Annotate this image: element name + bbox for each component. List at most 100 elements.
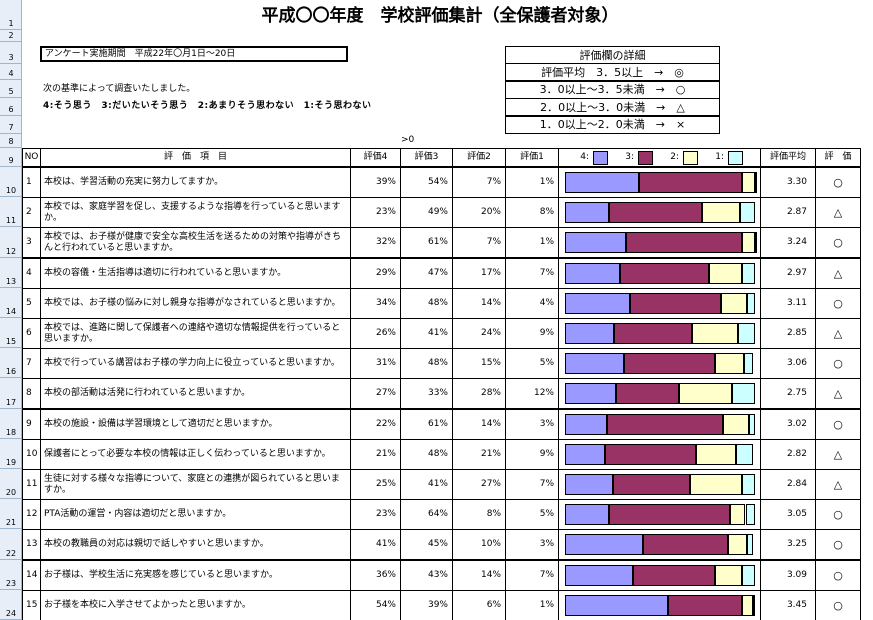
percent-cell: 41%: [350, 529, 401, 561]
rating-cell: △: [815, 378, 861, 410]
row-number: 9: [0, 148, 22, 167]
percent-cell: 24%: [452, 318, 506, 349]
percent-cell: 64%: [400, 499, 453, 531]
row-number: 11: [0, 197, 22, 228]
row-number: 23: [0, 560, 22, 590]
percent-cell: 27%: [452, 469, 506, 500]
percent-cell: 1%: [505, 167, 559, 198]
bar-segment: [633, 564, 716, 586]
legend-swatch: [683, 151, 698, 165]
percent-cell: 15%: [452, 348, 506, 380]
row-number: 5: [0, 80, 22, 98]
percent-cell: 21%: [350, 438, 401, 470]
percent-cell: 7%: [452, 227, 506, 259]
bar-segment: [679, 383, 733, 405]
bar-segment: [747, 292, 755, 314]
criteria: 4:そう思う 3:だいたいそう思う 2:あまりそう思わない 1:そう思わない: [43, 100, 372, 111]
item-cell: 本校の教職員の対応は親切で話しやすいと思いますか。: [40, 529, 351, 561]
item-cell: 本校では、進路に関して保護者への連絡や適切な情報提供を行っていると思いますか。: [40, 318, 351, 349]
no-cell: 15: [22, 589, 41, 620]
percent-cell: 6%: [452, 589, 506, 620]
bar-segment: [565, 413, 607, 435]
no-cell: 3: [22, 227, 41, 259]
percent-cell: 25%: [350, 469, 401, 500]
percent-cell: 28%: [452, 378, 506, 410]
legend-label: 4:: [580, 152, 589, 162]
avg-cell: 3.06: [760, 348, 816, 380]
bar-segment: [565, 534, 643, 556]
bar-segment: [565, 232, 626, 254]
no-cell: 10: [22, 438, 41, 470]
percent-cell: 5%: [505, 348, 559, 380]
legend-swatch: [593, 151, 608, 165]
bar-segment: [730, 504, 746, 526]
percent-cell: 5%: [505, 499, 559, 531]
avg-cell: 3.25: [760, 529, 816, 561]
avg-cell: 3.11: [760, 287, 816, 319]
period: アンケート実施期間 平成22年〇月1日～20日: [40, 46, 348, 62]
percent-cell: 26%: [350, 318, 401, 349]
bar-segment: [709, 262, 742, 284]
rating-cell: △: [815, 257, 861, 289]
no-cell: 1: [22, 167, 41, 198]
bar-segment: [565, 504, 609, 526]
bar-segment: [625, 232, 742, 254]
percent-cell: 1%: [505, 589, 559, 620]
item-cell: 本校では、家庭学習を促し、支援するような指導を行っていると思いますか。: [40, 197, 351, 229]
item-cell: PTA活動の運営・内容は適切だと思いますか。: [40, 499, 351, 531]
rating-cell: ○: [815, 559, 861, 591]
rating-cell: △: [815, 469, 861, 500]
bar-segment: [749, 413, 755, 435]
percent-cell: 20%: [452, 197, 506, 229]
legend-label: 2:: [670, 152, 679, 162]
row-number: 7: [0, 116, 22, 134]
legend-label: 1:: [715, 152, 724, 162]
no-cell: 5: [22, 287, 41, 319]
percent-cell: 1%: [505, 227, 559, 259]
row-number: 22: [0, 529, 22, 560]
rating-cell: ○: [815, 287, 861, 319]
percent-cell: 54%: [400, 167, 453, 198]
header-cell: NO: [22, 148, 41, 167]
bar-segment: [741, 564, 755, 586]
no-cell: 8: [22, 378, 41, 410]
item-cell: 本校の施設・設備は学習環境として適切だと思いますか。: [40, 408, 351, 440]
no-cell: 11: [22, 469, 41, 500]
rating-cell: ○: [815, 227, 861, 259]
percent-cell: 4%: [505, 287, 559, 319]
avg-cell: 2.87: [760, 197, 816, 229]
bar-segment: [608, 504, 731, 526]
bar-segment: [692, 323, 738, 344]
bar-segment: [608, 202, 702, 224]
rating-cell: ○: [815, 499, 861, 531]
marker: >0: [401, 134, 415, 145]
bar-segment: [620, 262, 710, 284]
header-cell: 評 価 項 目: [40, 148, 351, 167]
legend-swatch: [638, 151, 653, 165]
header-cell: 評価2: [452, 148, 506, 167]
detail-title: 評価欄の詳細: [505, 46, 720, 64]
bar-segment: [565, 262, 621, 284]
bar-segment: [612, 474, 691, 495]
bar-segment: [753, 594, 756, 616]
item-cell: 本校の部活動は活発に行われていると思いますか。: [40, 378, 351, 410]
rating-cell: ○: [815, 408, 861, 440]
header-cell: 評価4: [350, 148, 401, 167]
row-number: 17: [0, 378, 22, 409]
percent-cell: 9%: [505, 438, 559, 470]
bar-segment: [743, 353, 754, 375]
bar-segment: [737, 323, 755, 344]
percent-cell: 3%: [505, 529, 559, 561]
bar-segment: [701, 202, 740, 224]
bar-segment: [565, 383, 617, 405]
bar-segment: [565, 292, 630, 314]
percent-cell: 29%: [350, 257, 401, 289]
avg-cell: 3.05: [760, 499, 816, 531]
bar-segment: [755, 172, 757, 193]
percent-cell: 54%: [350, 589, 401, 620]
bar-segment: [565, 202, 609, 224]
percent-cell: 22%: [350, 408, 401, 440]
header-cell: 評価平均: [760, 148, 816, 167]
bar-segment: [604, 443, 697, 465]
avg-cell: 2.75: [760, 378, 816, 410]
